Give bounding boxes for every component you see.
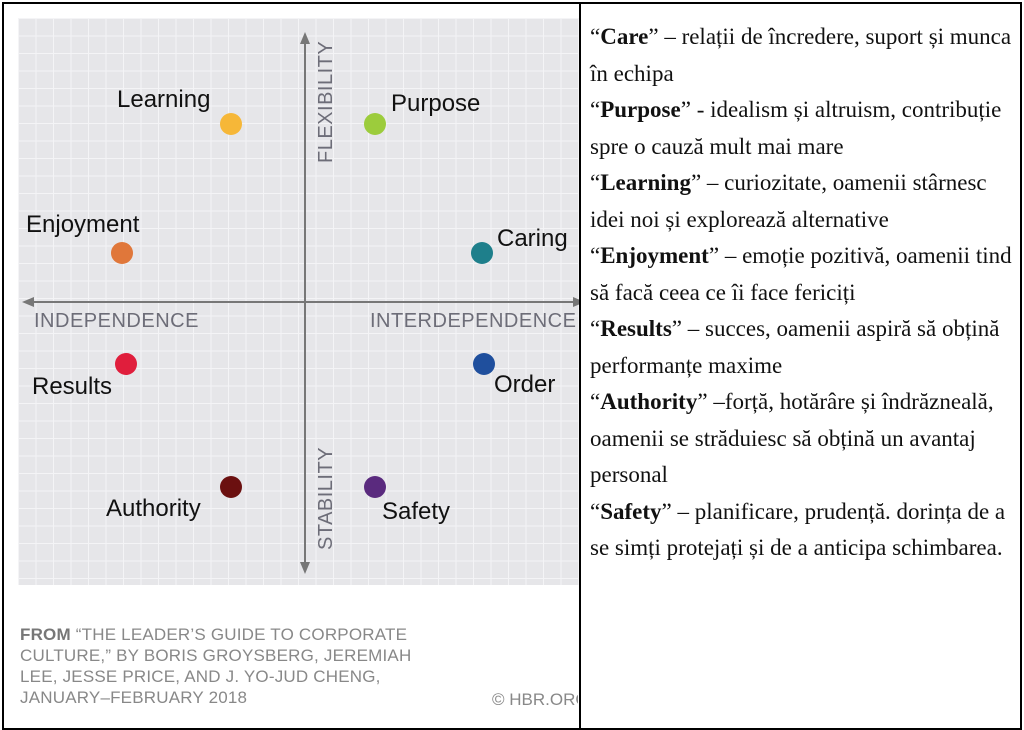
definition-results: “Results” – succes, oamenii aspiră să ob… xyxy=(590,311,1014,384)
node-safety: Safety xyxy=(364,476,450,525)
node-label: Caring xyxy=(497,225,568,252)
definition-term: Results xyxy=(600,316,672,341)
quote-close: ” xyxy=(690,170,702,195)
source-citation: FROM “THE LEADER’S GUIDE TO CORPORATE CU… xyxy=(20,624,440,708)
node-label: Enjoyment xyxy=(26,211,140,238)
quote-close: ” xyxy=(697,389,708,414)
node-label: Results xyxy=(32,373,112,400)
definition-text: – emoție pozitivă, oamenii tind să facă … xyxy=(590,243,1012,305)
definition-safety: “Safety” – planificare, prudență. dorinț… xyxy=(590,494,1014,567)
definition-term: Purpose xyxy=(600,97,681,122)
quote-open: “ xyxy=(590,389,601,414)
copyright-notice: © HBR.ORG xyxy=(492,690,578,709)
definition-term: Enjoyment xyxy=(600,243,709,268)
node-dot xyxy=(111,242,133,264)
quote-close: ” xyxy=(648,24,659,49)
culture-diagram: FLEXIBILITY STABILITY INDEPENDENCE INTER… xyxy=(18,18,579,585)
node-order: Order xyxy=(473,353,555,398)
definition-term: Authority xyxy=(600,389,698,414)
axis-arrow-up-icon xyxy=(300,32,310,44)
definitions-list: “Care” – relații de încredere, suport și… xyxy=(590,19,1014,567)
node-label: Safety xyxy=(382,498,450,525)
node-label: Learning xyxy=(117,86,210,113)
axis-label-flexibility: FLEXIBILITY xyxy=(315,41,337,163)
definition-care: “Care” – relații de încredere, suport și… xyxy=(590,19,1014,92)
node-dot xyxy=(364,476,386,498)
quote-open: “ xyxy=(590,316,601,341)
diagram-svg: FLEXIBILITY STABILITY INDEPENDENCE INTER… xyxy=(22,32,579,574)
definition-text: –forță, hotărâre și îndrăzneală, oamenii… xyxy=(590,389,994,487)
source-from-label: FROM xyxy=(20,625,71,644)
definition-purpose: “Purpose” - idealism și altruism, contri… xyxy=(590,92,1014,165)
definition-text: – relații de încredere, suport și munca … xyxy=(590,24,1012,86)
node-dot xyxy=(220,476,242,498)
node-caring: Caring xyxy=(471,225,568,264)
axis-arrow-down-icon xyxy=(300,562,310,574)
definition-text: - idealism și altruism, contribuție spre… xyxy=(590,97,1002,159)
quote-open: “ xyxy=(590,170,601,195)
column-divider xyxy=(579,4,581,728)
definition-term: Care xyxy=(600,24,649,49)
quote-close: ” xyxy=(661,498,672,524)
axis-arrow-right-icon xyxy=(573,297,579,307)
axis-label-interdependence: INTERDEPENDENCE xyxy=(370,310,576,332)
quote-open: “ xyxy=(590,97,601,122)
node-label: Purpose xyxy=(391,90,480,117)
node-purpose: Purpose xyxy=(364,90,480,135)
node-dot xyxy=(473,353,495,375)
definition-enjoyment: “Enjoyment” – emoție pozitivă, oamenii t… xyxy=(590,238,1014,311)
quote-open: “ xyxy=(590,243,601,268)
definition-term: Learning xyxy=(600,170,691,195)
axis-label-stability: STABILITY xyxy=(315,447,337,550)
node-dot xyxy=(115,353,137,375)
axis-arrow-left-icon xyxy=(22,297,34,307)
node-dot xyxy=(220,113,242,135)
quote-close: ” xyxy=(708,243,720,268)
node-results: Results xyxy=(32,353,137,400)
source-citation-text: “THE LEADER’S GUIDE TO CORPORATE CULTURE… xyxy=(20,625,412,707)
node-enjoyment: Enjoyment xyxy=(26,211,140,264)
quote-close: ” xyxy=(680,97,691,122)
definition-text: – curiozitate, oamenii stârnesc idei noi… xyxy=(590,170,987,232)
node-label: Order xyxy=(494,371,555,398)
node-dot xyxy=(364,113,386,135)
quote-close: ” xyxy=(671,316,682,341)
definition-learning: “Learning” – curiozitate, oamenii stârne… xyxy=(590,165,1014,238)
quote-open: “ xyxy=(590,498,601,524)
quote-open: “ xyxy=(590,24,601,49)
definition-text: – planificare, prudență. dorința de a se… xyxy=(590,498,1006,561)
node-dot xyxy=(471,242,493,264)
node-label: Authority xyxy=(106,495,201,522)
definition-text: – succes, oamenii aspiră să obțină perfo… xyxy=(590,316,1000,378)
node-authority: Authority xyxy=(106,476,242,522)
definition-term: Safety xyxy=(600,498,662,524)
definition-authority: “Authority” –forță, hotărâre și îndrăzne… xyxy=(590,384,1014,494)
node-learning: Learning xyxy=(117,86,242,135)
axis-label-independence: INDEPENDENCE xyxy=(34,310,199,332)
